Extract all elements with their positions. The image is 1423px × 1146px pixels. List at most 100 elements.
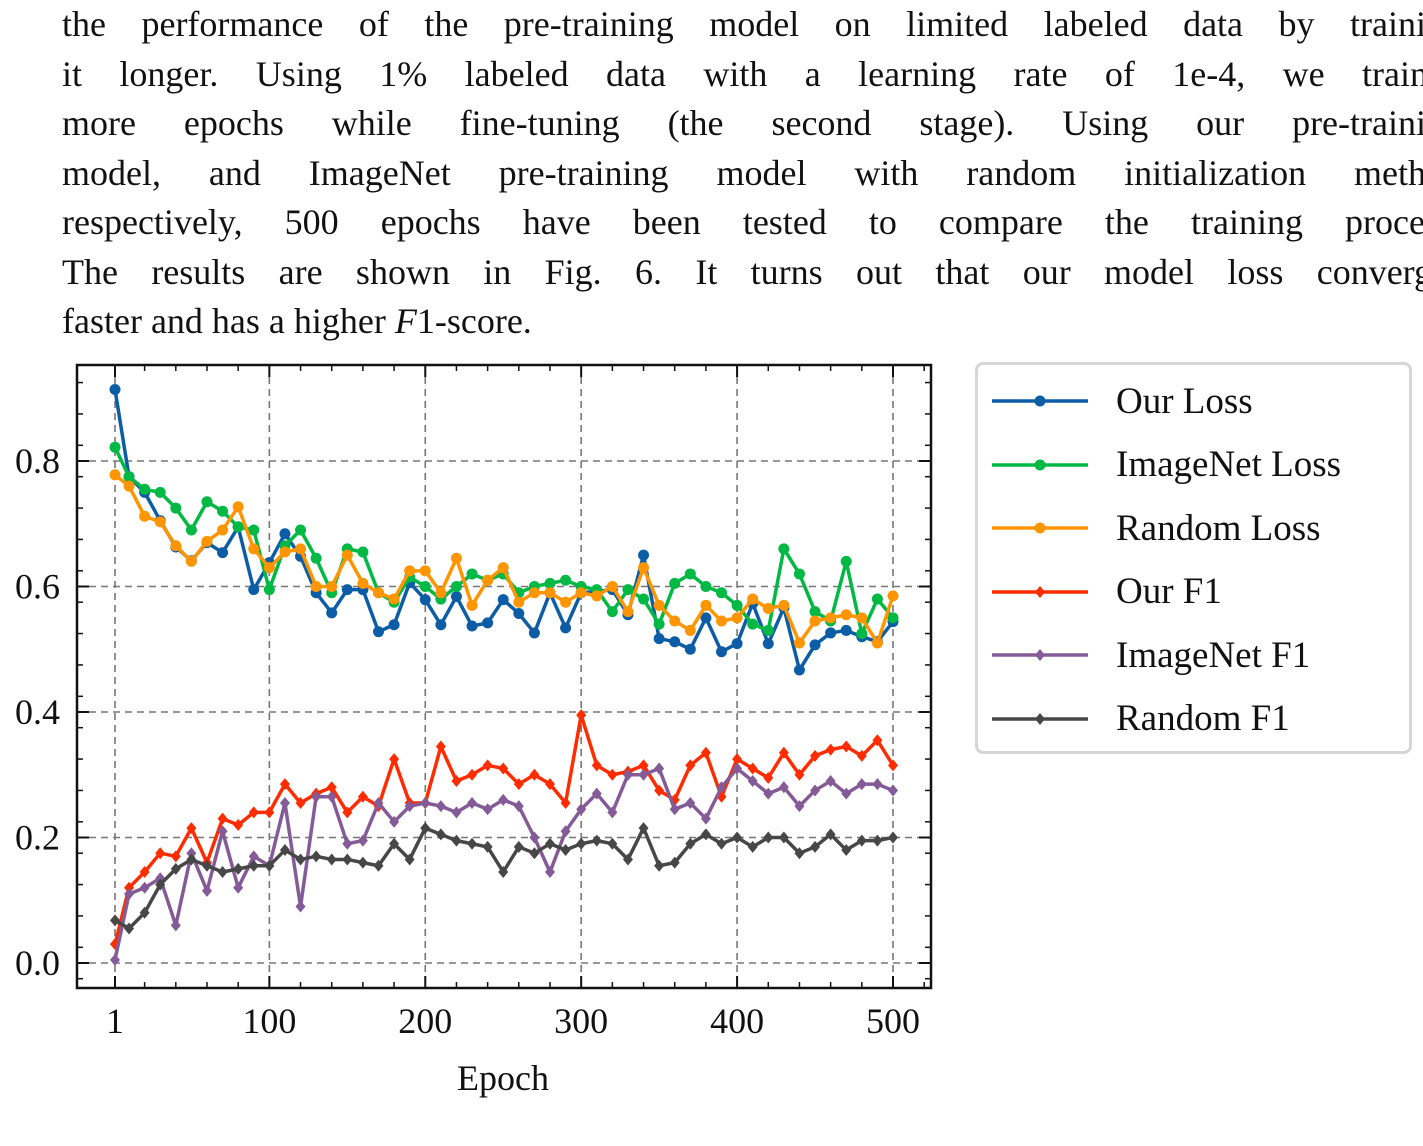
data-point <box>217 524 229 536</box>
data-point <box>607 837 618 850</box>
data-point <box>762 602 774 614</box>
data-point <box>747 840 758 853</box>
data-point <box>794 847 805 860</box>
data-point <box>201 535 213 547</box>
data-point <box>606 581 618 592</box>
paragraph-line: model, and ImageNet pre-training model w… <box>62 152 1423 193</box>
data-point <box>700 599 712 611</box>
paragraph-line: the performance of the pre-training mode… <box>62 4 1423 44</box>
data-point <box>357 834 368 847</box>
data-point <box>372 626 384 638</box>
data-point <box>109 383 121 395</box>
data-point <box>715 615 727 627</box>
legend-swatch <box>992 459 1088 470</box>
data-point <box>731 599 743 611</box>
data-point <box>311 790 322 803</box>
data-point <box>856 612 868 624</box>
y-tick-label: 0.2 <box>15 818 60 858</box>
data-point <box>341 584 353 596</box>
data-point <box>654 762 665 775</box>
paragraph-line: it longer. Using 1% labeled data with a … <box>62 53 1423 94</box>
data-point <box>872 734 883 747</box>
data-point <box>450 581 462 592</box>
data-point <box>264 806 275 819</box>
data-point <box>731 638 743 650</box>
data-point <box>295 900 306 913</box>
data-point <box>622 853 633 866</box>
data-point <box>109 469 121 481</box>
paragraph-line: more epochs while fine-tuning (the secon… <box>62 103 1423 143</box>
data-point <box>825 775 836 788</box>
data-point <box>513 778 524 791</box>
data-point <box>404 853 415 866</box>
data-point <box>123 471 135 483</box>
data-point <box>809 639 821 651</box>
data-point <box>139 510 151 522</box>
data-point <box>560 574 572 586</box>
data-point <box>186 853 197 866</box>
data-point <box>248 543 260 555</box>
data-point <box>513 596 525 608</box>
x-tick-label: 300 <box>554 1001 608 1041</box>
data-point <box>825 828 836 841</box>
data-point <box>575 587 587 599</box>
data-point <box>638 593 650 605</box>
body-paragraph: the performance of the pre-training mode… <box>62 0 1423 347</box>
data-point <box>669 615 681 627</box>
data-point <box>544 866 555 879</box>
data-point <box>591 759 602 772</box>
data-point <box>124 922 135 935</box>
data-point <box>435 587 447 599</box>
data-point <box>700 812 711 825</box>
data-point <box>825 612 837 624</box>
data-point <box>544 837 555 850</box>
legend-swatch <box>992 712 1088 725</box>
data-point <box>248 850 259 863</box>
data-point <box>825 743 836 756</box>
data-point <box>139 906 150 919</box>
legend-label: Our Loss <box>1116 380 1253 422</box>
data-point <box>498 866 509 879</box>
data-point <box>872 834 883 847</box>
data-point <box>887 590 899 602</box>
legend-label: Our F1 <box>1116 571 1222 612</box>
data-point <box>887 612 899 624</box>
legend-label: Random F1 <box>1116 698 1290 739</box>
data-point <box>419 581 431 592</box>
data-point <box>763 787 774 800</box>
data-point <box>295 524 307 536</box>
data-point <box>326 853 337 866</box>
x-tick-label: 500 <box>866 1001 920 1041</box>
data-point <box>467 796 478 809</box>
data-point <box>419 565 431 577</box>
data-point <box>856 778 867 791</box>
data-point <box>544 778 555 791</box>
data-point <box>560 825 571 838</box>
data-point <box>778 781 789 794</box>
legend-item: Random F1 <box>992 698 1290 739</box>
data-point <box>497 562 509 574</box>
data-point <box>373 859 384 872</box>
data-point <box>638 549 650 561</box>
data-point <box>201 884 212 897</box>
data-point <box>295 796 306 809</box>
data-point <box>810 840 821 853</box>
data-point <box>715 646 727 658</box>
data-point <box>170 540 182 552</box>
data-point <box>638 822 649 835</box>
data-point <box>310 552 322 564</box>
data-point <box>794 800 805 813</box>
data-point <box>310 581 322 592</box>
data-point <box>263 562 275 574</box>
data-point <box>513 840 524 853</box>
data-point <box>311 850 322 863</box>
data-point <box>233 818 244 831</box>
data-point <box>747 593 759 605</box>
data-point <box>232 521 244 533</box>
data-point <box>684 643 696 655</box>
data-point <box>576 709 587 722</box>
data-point <box>279 546 291 558</box>
series-line-random-loss <box>113 473 895 645</box>
legend-swatch <box>992 395 1088 407</box>
data-point <box>388 593 400 605</box>
